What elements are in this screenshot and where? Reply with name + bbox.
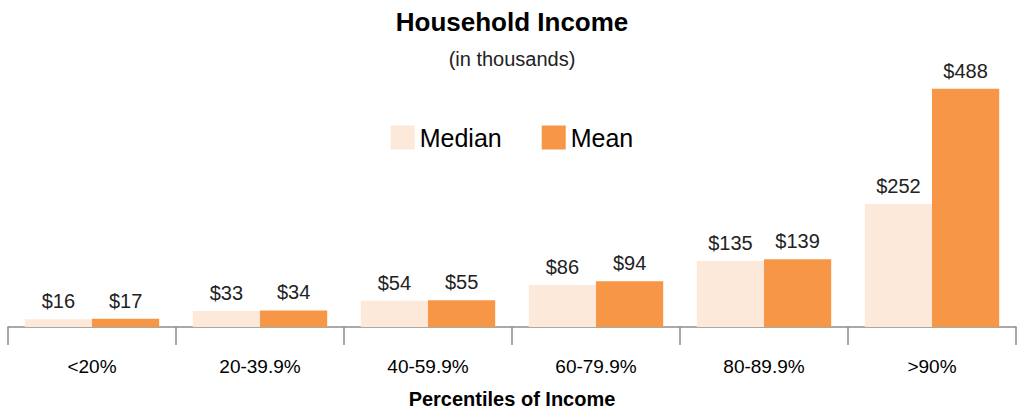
svg-text:$54: $54 — [378, 272, 411, 294]
svg-text:(in thousands): (in thousands) — [449, 48, 576, 70]
svg-text:$139: $139 — [775, 230, 820, 252]
svg-text:>90%: >90% — [907, 356, 956, 377]
svg-text:40-59.9%: 40-59.9% — [387, 356, 468, 377]
svg-text:$252: $252 — [876, 175, 921, 197]
svg-text:<20%: <20% — [67, 356, 116, 377]
svg-text:Median: Median — [420, 124, 502, 152]
svg-text:$94: $94 — [613, 252, 646, 274]
svg-text:$33: $33 — [210, 282, 243, 304]
svg-text:Mean: Mean — [571, 124, 634, 152]
svg-text:80-89.9%: 80-89.9% — [723, 356, 804, 377]
svg-text:$16: $16 — [42, 290, 75, 312]
svg-text:20-39.9%: 20-39.9% — [219, 356, 300, 377]
svg-text:$488: $488 — [943, 60, 988, 82]
svg-text:60-79.9%: 60-79.9% — [555, 356, 636, 377]
svg-text:$135: $135 — [708, 232, 753, 254]
svg-text:$55: $55 — [445, 271, 478, 293]
svg-text:Percentiles of Income: Percentiles of Income — [409, 388, 616, 410]
svg-text:$34: $34 — [277, 281, 310, 303]
svg-text:$17: $17 — [109, 290, 142, 312]
svg-text:Household Income: Household Income — [396, 7, 629, 37]
svg-text:$86: $86 — [546, 256, 579, 278]
